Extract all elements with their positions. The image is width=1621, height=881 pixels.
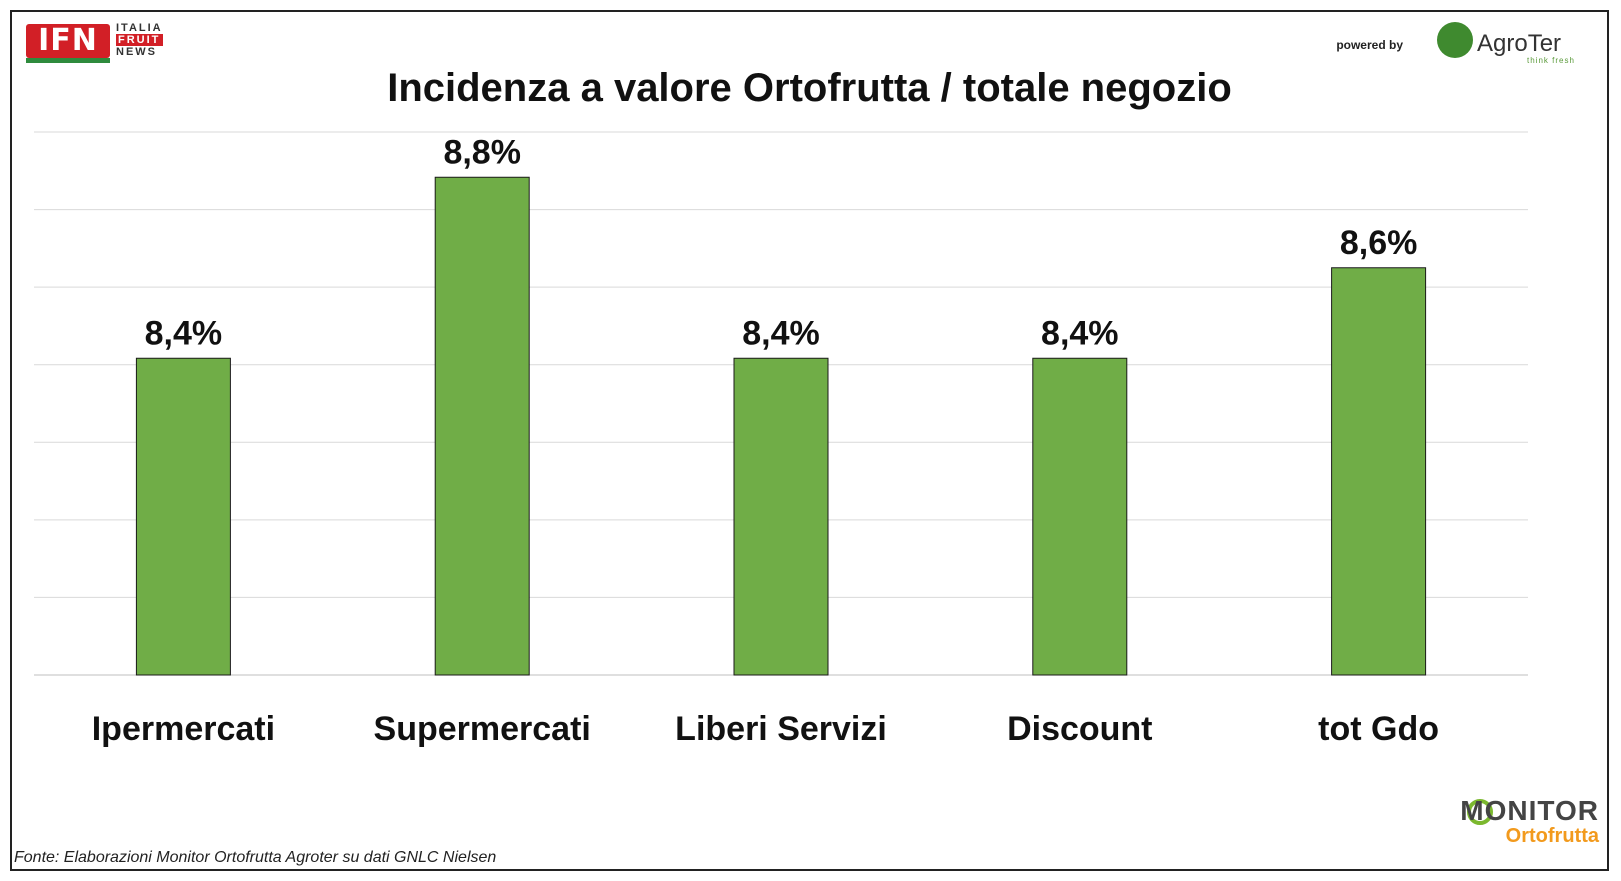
data-label: 8,4% [145,314,223,352]
ifn-word-italia: ITALIA [116,22,163,34]
category-label: Ipermercati [92,710,275,748]
data-label: 8,4% [742,314,820,352]
ifn-word-news: NEWS [116,46,157,58]
agroter-logo: AgroTer think fresh [1409,18,1589,68]
category-label: Discount [1007,710,1152,748]
chart-title: Incidenza a valore Ortofrutta / totale n… [387,66,1232,110]
bar [1032,357,1128,676]
ifn-logo-box: IFN [26,24,110,58]
powered-by-label: powered by [1336,38,1403,52]
ifn-logo-words: ITALIA FRUIT NEWS [116,22,163,58]
agroter-name: AgroTer [1477,30,1562,57]
agroter-tagline: think fresh [1527,56,1575,65]
data-label: 8,8% [443,133,521,171]
bar [1331,267,1427,676]
monitor-logo-top: MONITOR [1460,795,1599,826]
chart-frame: IFN ITALIA FRUIT NEWS powered by AgroTer… [10,10,1609,871]
monitor-ortofrutta-logo: MONITOR Ortofrutta [1429,795,1599,855]
ifn-logo: IFN ITALIA FRUIT NEWS [26,20,176,68]
category-label: Supermercati [374,710,591,748]
ifn-logo-bar [26,58,110,63]
category-label: Liberi Servizi [675,710,887,748]
source-note: Fonte: Elaborazioni Monitor Ortofrutta A… [14,849,497,866]
bar-chart: 8,4% Ipermercati 8,8% Supermercati 8,4% Liber… [34,131,1528,748]
data-label: 8,4% [1041,314,1119,352]
bar [135,357,231,676]
bar [733,357,829,676]
tree-icon [1437,22,1473,58]
monitor-logo-bottom: Ortofrutta [1505,825,1599,847]
data-label: 8,6% [1340,224,1418,262]
magnifier-icon [1467,799,1493,825]
bar [434,176,530,676]
category-label: tot Gdo [1318,710,1439,748]
ifn-word-fruit: FRUIT [116,34,163,46]
